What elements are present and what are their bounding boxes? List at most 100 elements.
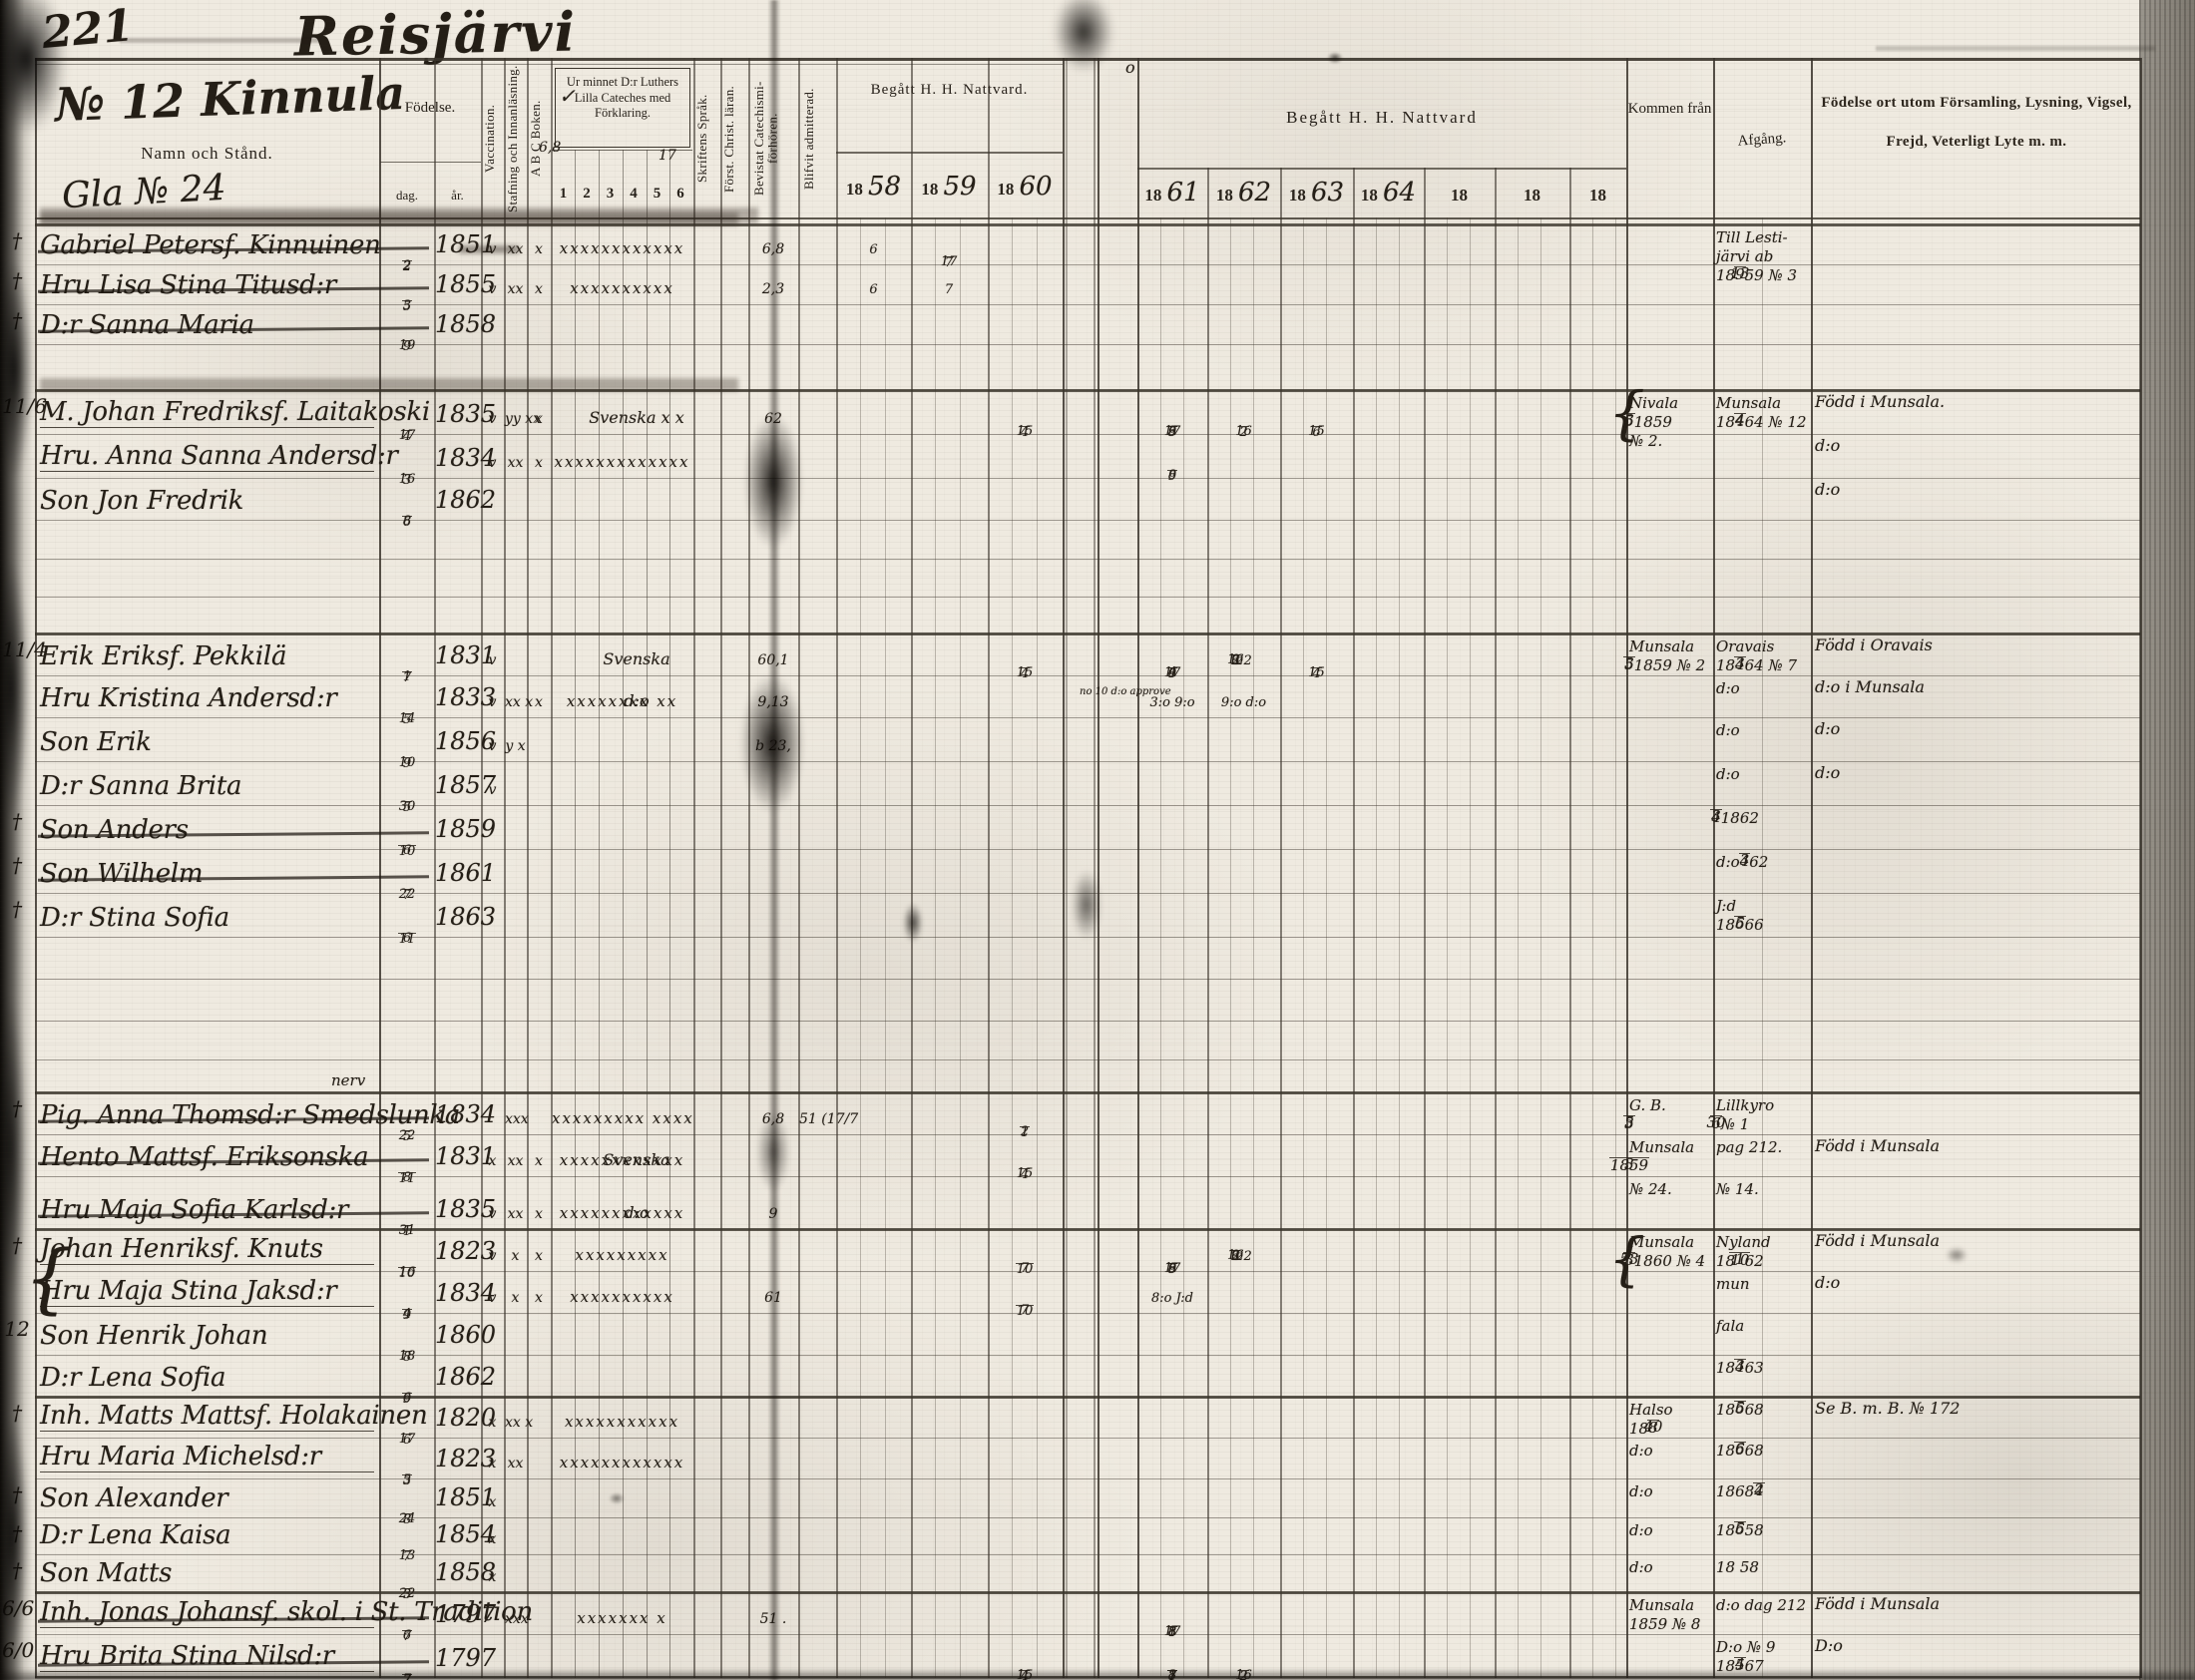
cell-b: 9,13 xyxy=(757,694,789,710)
cell-v: v xyxy=(488,738,497,754)
catechism-col-number: 1 xyxy=(559,186,568,202)
cell-sf: x xyxy=(511,1248,520,1264)
cell-ko: d:o xyxy=(1629,1482,1653,1500)
cell-cn: d:o xyxy=(624,1203,650,1222)
cell-b: b 23, xyxy=(755,738,791,754)
cell-c: xxxxxxxx xx xyxy=(566,692,678,710)
grid-hline xyxy=(380,162,481,163)
cell-ad: 51 (17/7 xyxy=(799,1111,859,1127)
column-header-vaccination: Vaccination. xyxy=(482,104,497,174)
cell-n59: 7 xyxy=(944,282,954,297)
cell-sf: xxx xyxy=(505,1111,529,1127)
cell-n: Son Henrik Johan xyxy=(40,1321,268,1351)
table-row: † Johan Henriksf. Knuts 16 10 1823 v x x xxxxxxx… xyxy=(0,1229,2195,1281)
cell-m: 11/6 xyxy=(2,394,47,418)
cell-n: Erik Eriksf. Pekkilä xyxy=(40,641,287,671)
catechism-col-number: 3 xyxy=(606,186,615,202)
cell-ab: x xyxy=(535,411,543,427)
cell-n: Inh. Matts Mattsf. Holakainen xyxy=(40,1401,428,1432)
table-row: Hru Maja Sofia Karlsd:r 31 1 1835 v xx x xxxxxx… xyxy=(0,1176,2195,1238)
cell-n: Hru Maria Michelsd:r xyxy=(40,1444,374,1472)
table-row xyxy=(0,559,2195,597)
cell-a: 1857 xyxy=(435,771,497,799)
cell-af: Nyland 18 1 10 62 xyxy=(1716,1233,1771,1270)
handwritten-annotation: nerv xyxy=(331,1071,366,1089)
cell-a: 1861 xyxy=(435,859,497,887)
cell-v: x xyxy=(488,1531,497,1547)
column-header-christian-doctrine: Först. Christ. läran. xyxy=(721,85,736,193)
column-header-birth: Födelse. xyxy=(404,100,456,116)
cell-a: 1862 xyxy=(435,1363,497,1391)
cell-a: 1858 xyxy=(435,310,497,338)
cell-n: Johan Henriksf. Knuts xyxy=(40,1236,374,1265)
cell-af: d:o xyxy=(1716,765,1740,783)
cell-v: x xyxy=(488,1153,497,1169)
cell-a: 1851 xyxy=(435,230,497,258)
cell-b: 6,8 xyxy=(761,1111,785,1127)
cell-n: Hru Lisa Stina Titusd:r xyxy=(40,270,337,300)
cell-ko: d:o xyxy=(1629,1558,1653,1576)
table-row: Hento Mattsf. Eriksonska 8 11 1831 x xx x xxxxx… xyxy=(0,1134,2195,1185)
cell-m: † xyxy=(12,853,22,877)
cell-n: Hru Brita Stina Nilsd:r xyxy=(40,1643,374,1672)
cell-af: pag 212. xyxy=(1716,1138,1783,1156)
cell-cn: Svenska xyxy=(603,649,670,668)
cell-fo: Född i Munsala xyxy=(1815,1594,1941,1613)
column-header-scripture-language: Skriftens Språk. xyxy=(694,94,709,184)
handwritten-annotation: o xyxy=(1125,58,1135,77)
cell-ko: d:o xyxy=(1629,1442,1653,1460)
cell-sf: xx x xyxy=(505,694,534,710)
table-row: 11/4 Erik Eriksf. Pekkilä 1 7 1831 v Svenska 60… xyxy=(0,633,2195,685)
cell-c: xxxxxxxxxxxx xyxy=(559,239,685,257)
cell-a: 1833 xyxy=(435,683,497,711)
cell-sf: xx xyxy=(507,281,524,297)
cell-c: xxxxxxxxxxxx xyxy=(559,1204,685,1222)
cell-v: x xyxy=(488,1569,497,1585)
cell-fo: d:o xyxy=(1815,719,1841,738)
cell-v: v xyxy=(488,241,497,257)
cell-b: 9 xyxy=(768,1206,778,1222)
cell-m: † xyxy=(12,1401,22,1425)
table-row: † Inh. Matts Mattsf. Holakainen 17 6 1820 x xx… xyxy=(0,1397,2195,1447)
column-header-departure: Afgång. xyxy=(1737,130,1787,150)
catechism-col-number: 2 xyxy=(583,186,591,202)
table-row xyxy=(0,344,2195,390)
cell-sf: xx xyxy=(507,1153,524,1169)
cell-ko: № 24. xyxy=(1629,1180,1672,1198)
table-row: 6/6 Inh. Jonas Johansf. skol. i St. Tradi… xyxy=(0,1592,2195,1644)
cell-fo: Född i Munsala xyxy=(1815,1136,1941,1155)
communion-year-label: 18 59 xyxy=(921,172,977,202)
cell-af: fala xyxy=(1716,1317,1745,1335)
cell-a: 1797 xyxy=(435,1644,497,1672)
handwritten-annotation: 17 xyxy=(658,148,676,164)
cell-ab: x xyxy=(535,694,543,710)
cell-v: v xyxy=(488,281,497,297)
cell-m: † xyxy=(12,228,22,252)
cell-n: M. Johan Fredriksf. Laitakoski xyxy=(40,397,430,428)
cell-n: D:r Lena Kaisa xyxy=(40,1520,231,1550)
cell-fo: d:o i Munsala xyxy=(1815,677,1925,696)
cell-b: 6,8 xyxy=(761,241,785,257)
cell-n: Hru Kristina Andersd:r xyxy=(40,683,337,713)
table-row: Son Jon Fredrik 8 6 1862 d:o xyxy=(0,478,2195,530)
cell-ab: x xyxy=(535,281,543,297)
communion-year-label: 18 64 xyxy=(1360,178,1417,208)
cell-m: 6/0 xyxy=(2,1638,35,1662)
cell-m: † xyxy=(12,308,22,332)
cell-sf: yy xx xyxy=(505,411,542,427)
cell-v: v xyxy=(488,1248,497,1264)
cell-m: 11/4 xyxy=(2,637,47,661)
cell-ab: x xyxy=(535,455,543,471)
cell-c: xxxxxxxxxxxx xyxy=(559,1151,685,1169)
cell-n: Son Alexander xyxy=(40,1483,228,1513)
